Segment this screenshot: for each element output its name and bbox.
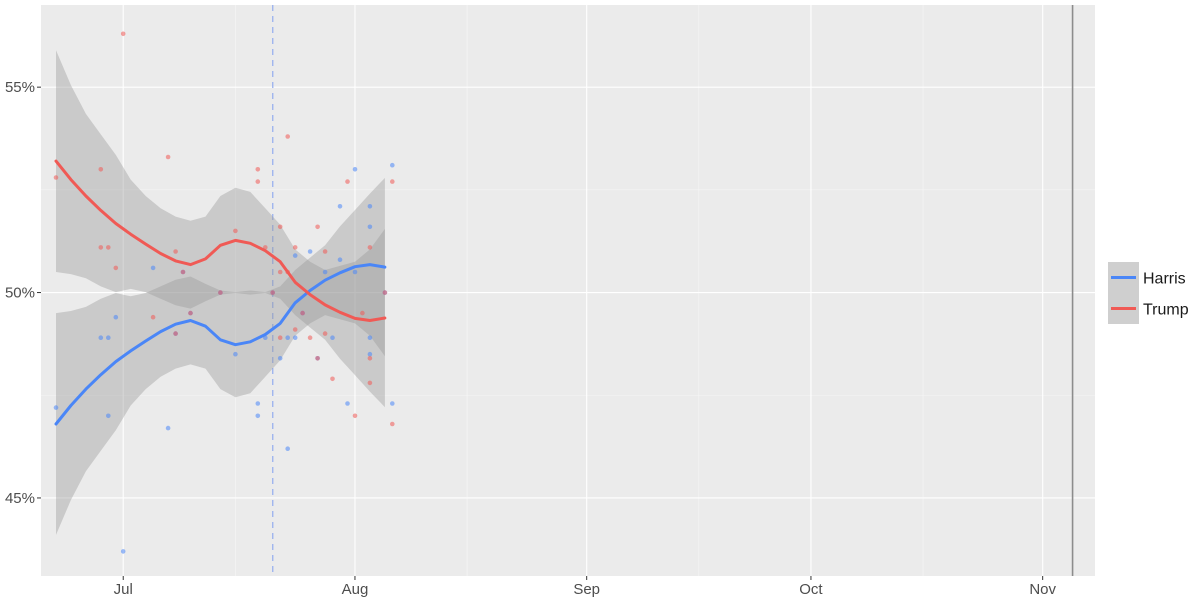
x-axis: Jul Aug Sep Oct Nov <box>114 576 1057 598</box>
trump-poll-point <box>180 269 186 275</box>
harris-poll-point <box>367 351 373 357</box>
trump-poll-point <box>360 310 365 316</box>
trump-poll-point <box>292 327 298 332</box>
harris-poll-point <box>277 356 283 361</box>
y-tick-label: 45% <box>5 490 35 507</box>
smooth-lines <box>54 159 387 426</box>
trump-poll-point <box>113 265 119 271</box>
harris-poll-point <box>98 335 104 341</box>
plot-panel <box>41 5 1095 576</box>
harris-poll-point <box>352 269 358 275</box>
harris-poll-point <box>285 335 291 341</box>
trump-poll-point <box>277 335 283 341</box>
trump-poll-point <box>307 335 313 341</box>
confidence-ribbons <box>56 50 385 535</box>
trump-poll-point <box>120 31 126 37</box>
harris-confidence-ribbon <box>56 177 385 535</box>
harris-poll-point <box>150 265 156 271</box>
trump-poll-point <box>345 179 350 184</box>
harris-poll-point <box>120 549 126 554</box>
harris-poll-point <box>390 401 395 406</box>
x-tick-label: Oct <box>799 581 823 598</box>
trump-poll-point <box>367 380 373 386</box>
trump-poll-point <box>390 179 395 184</box>
trump-poll-point <box>390 421 395 427</box>
trump-poll-point <box>173 331 178 336</box>
x-tick-label: Jul <box>114 581 133 598</box>
harris-poll-point <box>292 253 298 258</box>
y-tick-label: 50% <box>5 285 35 302</box>
x-tick-label: Aug <box>342 581 369 598</box>
minor-gridlines <box>41 5 1095 576</box>
trump-confidence-ribbon <box>56 50 385 408</box>
harris-poll-point <box>233 351 238 357</box>
trump-poll-point <box>98 245 104 250</box>
harris-poll-point <box>367 335 373 341</box>
legend-label: Harris <box>1143 271 1186 288</box>
harris-poll-point <box>255 401 261 406</box>
harris-poll-point <box>330 335 335 341</box>
trump-poll-point <box>233 228 238 234</box>
trump-poll-point <box>150 314 156 320</box>
harris-poll-point <box>165 425 171 431</box>
trump-poll-point <box>173 249 178 254</box>
trump-poll-point <box>277 224 283 230</box>
harris-poll-point <box>106 335 111 341</box>
trump-poll-point <box>255 179 261 184</box>
trump-poll-point <box>322 331 328 336</box>
harris-poll-point <box>345 401 350 406</box>
harris-poll-point <box>367 224 373 230</box>
trump-poll-point <box>270 290 276 295</box>
harris-poll-point <box>367 204 373 209</box>
trump-poll-point <box>330 376 335 382</box>
trump-poll-point <box>315 224 320 230</box>
harris-poll-point <box>307 249 313 254</box>
harris-poll-point <box>53 405 59 410</box>
y-tick-label: 55% <box>5 79 35 96</box>
trump-poll-point <box>322 249 328 254</box>
trump-poll-point <box>165 154 171 160</box>
trump-poll-point <box>382 290 388 295</box>
trump-poll-point <box>292 245 298 250</box>
trump-poll-point <box>367 356 373 361</box>
trump-poll-point <box>218 290 223 295</box>
harris-poll-point <box>337 204 343 209</box>
trump-poll-point <box>277 269 283 275</box>
x-tick-label: Sep <box>573 581 600 598</box>
major-gridlines <box>41 5 1095 576</box>
trump-poll-point <box>106 245 111 250</box>
legend-label: Trump <box>1143 302 1189 319</box>
harris-poll-point <box>285 446 291 452</box>
trump-poll-point <box>53 175 59 180</box>
trump-trend-line <box>54 159 387 322</box>
harris-poll-point <box>255 413 261 419</box>
trump-poll-point <box>352 413 358 419</box>
trump-poll-point <box>285 134 291 139</box>
trump-poll-point <box>300 310 305 316</box>
harris-trend-line <box>54 263 387 426</box>
trump-poll-point <box>188 310 193 316</box>
harris-poll-point <box>292 335 298 341</box>
trump-poll-point <box>255 167 261 172</box>
harris-poll-point <box>390 162 395 168</box>
trump-poll-point <box>98 167 104 172</box>
harris-poll-point <box>113 314 119 320</box>
trump-poll-point <box>315 356 320 361</box>
reference-lines <box>272 5 1074 576</box>
harris-poll-point <box>106 413 111 419</box>
poll-points <box>53 31 395 554</box>
harris-poll-point <box>322 269 328 275</box>
y-axis: 45% 50% 55% <box>5 79 41 507</box>
trump-poll-point <box>367 245 373 250</box>
harris-poll-point <box>337 257 343 263</box>
legend: Harris Trump <box>1108 262 1189 324</box>
harris-poll-point <box>352 167 358 172</box>
x-tick-label: Nov <box>1029 581 1056 598</box>
